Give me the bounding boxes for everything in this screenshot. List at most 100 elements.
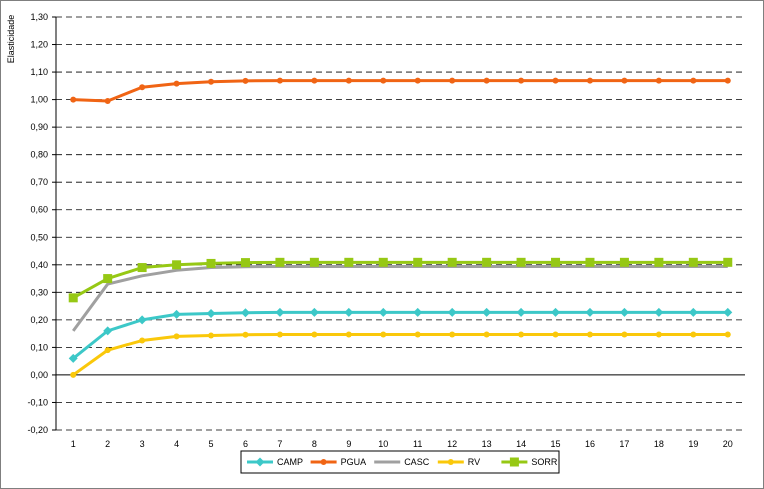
x-tick-label: 18 <box>654 439 664 449</box>
data-point <box>449 331 456 338</box>
data-point <box>70 371 77 378</box>
legend-label: PGUA <box>341 457 367 467</box>
data-point <box>345 77 352 84</box>
x-tick-label: 17 <box>619 439 629 449</box>
data-point <box>621 77 628 84</box>
data-point <box>482 307 492 317</box>
data-point <box>655 331 662 338</box>
x-tick-label: 3 <box>140 439 145 449</box>
data-point <box>585 257 595 267</box>
data-point <box>311 77 318 84</box>
data-point <box>139 84 146 91</box>
data-point <box>449 77 456 84</box>
data-point <box>104 97 111 104</box>
data-point <box>137 315 147 325</box>
legend-item-camp: CAMP <box>247 457 303 467</box>
data-point <box>309 307 319 317</box>
data-point <box>103 274 113 284</box>
x-tick-label: 2 <box>105 439 110 449</box>
data-point <box>414 331 421 338</box>
data-point <box>723 257 733 267</box>
data-point <box>208 332 215 339</box>
series-pgua <box>70 77 731 104</box>
data-point <box>413 257 423 267</box>
data-point <box>586 77 593 84</box>
x-tick-label: 9 <box>346 439 351 449</box>
data-point <box>585 307 595 317</box>
y-tick-label: 1,20 <box>30 40 48 50</box>
y-tick-label: 0,80 <box>30 150 48 160</box>
y-tick-label: -0,10 <box>27 397 48 407</box>
x-tick-labels: 1 2 3 4 5 6 7 8 9 10 11 12 13 14 15 16 17 18 19 20 <box>71 439 733 449</box>
y-tick-label: 0,70 <box>30 177 48 187</box>
series-line <box>72 310 728 360</box>
x-tick-label: 20 <box>723 439 733 449</box>
series-group <box>68 77 733 378</box>
data-point <box>172 260 182 270</box>
data-point <box>309 257 319 267</box>
data-point <box>447 307 457 317</box>
data-point <box>276 77 283 84</box>
data-point <box>483 77 490 84</box>
y-tick-label: 0,50 <box>30 232 48 242</box>
gridlines <box>56 16 745 431</box>
data-point <box>380 331 387 338</box>
y-tick-label: 0,60 <box>30 205 48 215</box>
data-point <box>70 96 77 103</box>
data-point <box>621 331 628 338</box>
data-point <box>68 353 78 363</box>
data-point <box>619 307 629 317</box>
data-point <box>724 77 731 84</box>
data-point <box>242 331 249 338</box>
series-line <box>72 332 728 377</box>
data-point <box>518 331 525 338</box>
x-tick-label: 8 <box>312 439 317 449</box>
data-point <box>619 257 629 267</box>
legend-label: RV <box>468 457 480 467</box>
data-point <box>724 331 731 338</box>
series-line <box>72 264 728 332</box>
data-point <box>380 77 387 84</box>
legend-label: CASC <box>404 457 430 467</box>
data-point <box>104 347 111 354</box>
data-point <box>586 331 593 338</box>
data-point <box>516 307 526 317</box>
legend-item-rv: RV <box>437 457 480 467</box>
data-point <box>275 307 285 317</box>
y-tick-label: 1,30 <box>30 12 48 22</box>
data-point <box>552 331 559 338</box>
legend-label: CAMP <box>277 457 303 467</box>
x-tick-label: 7 <box>277 439 282 449</box>
x-tick-label: 5 <box>209 439 214 449</box>
data-point <box>139 337 146 344</box>
series-rv <box>70 331 731 378</box>
data-point <box>413 307 423 317</box>
data-point <box>378 307 388 317</box>
data-point <box>516 257 526 267</box>
data-point <box>344 257 354 267</box>
legend-label: SORR <box>531 457 558 467</box>
data-point <box>311 331 318 338</box>
data-point <box>655 77 662 84</box>
data-point <box>275 257 285 267</box>
data-point <box>173 80 180 87</box>
x-tick-label: 6 <box>243 439 248 449</box>
series-sorr <box>68 257 733 303</box>
series-line <box>73 79 728 103</box>
data-point <box>173 333 180 340</box>
y-tick-label: 0,30 <box>30 287 48 297</box>
data-point <box>103 326 113 336</box>
data-point <box>690 77 697 84</box>
series-casc <box>72 264 728 332</box>
data-point <box>723 307 733 317</box>
x-tick-label: 19 <box>688 439 698 449</box>
data-point <box>344 307 354 317</box>
legend-item-pgua: PGUA <box>310 457 367 467</box>
y-tick-label: 0,20 <box>30 315 48 325</box>
data-point <box>654 307 664 317</box>
data-point <box>690 331 697 338</box>
data-point <box>206 258 216 268</box>
data-point <box>414 77 421 84</box>
